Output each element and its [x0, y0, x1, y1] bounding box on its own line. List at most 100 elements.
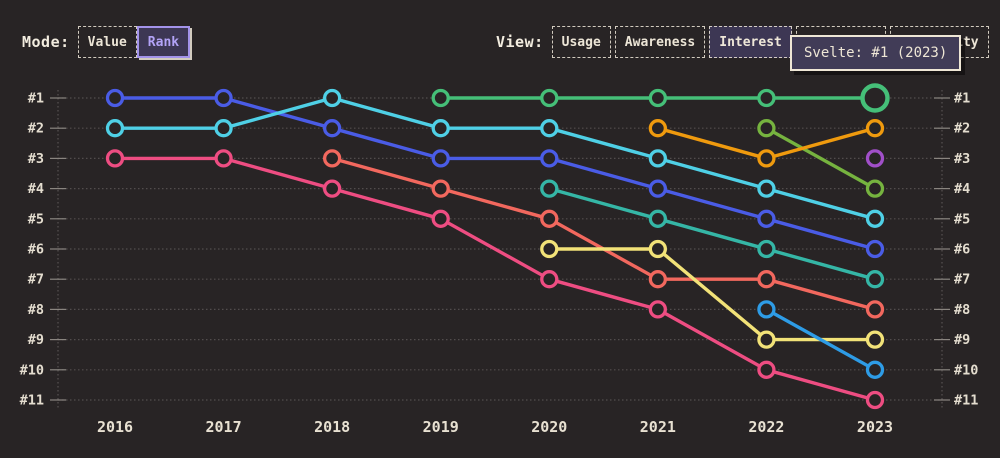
marker-jade-green-2019[interactable]: [431, 88, 450, 108]
rank-label-right: #2: [954, 121, 970, 137]
marker-magenta-pink-2022[interactable]: [757, 360, 776, 379]
view-option-awareness[interactable]: Awareness: [614, 26, 706, 58]
marker-cyan-2022[interactable]: [757, 179, 776, 198]
marker-jade-green-2020[interactable]: [540, 88, 559, 108]
marker-orange-2022[interactable]: [757, 149, 776, 168]
marker-magenta-pink-2018[interactable]: [322, 179, 342, 198]
series-purple: [865, 149, 885, 168]
axes: #1 #1 #2 #2 #3 #3 #4 #4 #5 #5 #6 #6 #7 #7 #8 #8 #9 #9 #10 #…: [20, 90, 978, 436]
marker-magenta-pink-2016[interactable]: [105, 149, 125, 168]
chart-tooltip: Svelte: #1 (2023): [790, 35, 962, 71]
rank-label-right: #5: [954, 211, 970, 227]
marker-salmon-red-2021[interactable]: [648, 270, 667, 289]
marker-royal-blue-2019[interactable]: [431, 149, 450, 168]
rank-label-left: #7: [28, 272, 44, 288]
marker-teal-2022[interactable]: [757, 239, 776, 259]
marker-jade-green-2021[interactable]: [648, 88, 667, 108]
series-jade-green: [431, 83, 890, 113]
marker-jade-green-2022[interactable]: [757, 88, 776, 108]
series-line-salmon-red: [330, 156, 877, 312]
marker-pale-yellow-2021[interactable]: [648, 239, 667, 259]
marker-salmon-red-2022[interactable]: [757, 270, 776, 289]
marker-magenta-pink-2021[interactable]: [648, 300, 667, 319]
marker-salmon-red-2020[interactable]: [540, 209, 559, 228]
year-label: 2016: [97, 418, 133, 436]
view-option-interest[interactable]: Interest: [709, 26, 792, 58]
rank-label-left: #2: [28, 121, 44, 137]
rank-label-left: #11: [20, 393, 44, 409]
marker-olive-green-2022[interactable]: [757, 119, 776, 138]
rank-label-right: #11: [954, 393, 978, 409]
marker-cyan-2018[interactable]: [322, 88, 342, 108]
rank-label-right: #4: [954, 181, 970, 197]
mode-option-value[interactable]: Value: [77, 26, 137, 58]
year-label: 2020: [531, 418, 567, 436]
marker-salmon-red-2023[interactable]: [865, 300, 885, 319]
marker-cyan-2019[interactable]: [431, 119, 450, 138]
series-salmon-red: [322, 149, 885, 319]
series-teal: [540, 179, 885, 289]
marker-pale-yellow-2022[interactable]: [757, 330, 776, 349]
marker-cyan-2017[interactable]: [214, 119, 233, 138]
marker-royal-blue-2018[interactable]: [322, 119, 342, 138]
marker-magenta-pink-2023[interactable]: [865, 390, 885, 410]
marker-orange-2023[interactable]: [865, 119, 885, 138]
marker-cyan-2016[interactable]: [105, 119, 125, 138]
series-sky-blue: [757, 300, 885, 379]
marker-salmon-red-2019[interactable]: [431, 179, 450, 198]
marker-cyan-2021[interactable]: [648, 149, 667, 168]
series-orange: [648, 119, 885, 168]
year-label: 2021: [640, 418, 676, 436]
marker-jade-green-2023[interactable]: [860, 83, 890, 113]
series-olive-green: [757, 119, 885, 198]
marker-sky-blue-2022[interactable]: [757, 300, 776, 319]
marker-orange-2021[interactable]: [648, 119, 667, 138]
rank-label-left: #6: [28, 242, 44, 258]
marker-teal-2020[interactable]: [540, 179, 559, 198]
marker-pale-yellow-2023[interactable]: [865, 330, 885, 349]
series-royal-blue: [105, 88, 885, 259]
marker-olive-green-2023[interactable]: [865, 179, 885, 198]
grid-lines: [58, 97, 942, 401]
marker-royal-blue-2023[interactable]: [865, 239, 885, 259]
marker-salmon-red-2018[interactable]: [322, 149, 342, 168]
series-line-royal-blue: [113, 96, 877, 251]
mode-toggle-group: Mode: Value Rank: [22, 26, 191, 58]
marker-sky-blue-2023[interactable]: [865, 360, 885, 379]
rank-label-left: #4: [28, 181, 44, 197]
marker-purple-2023[interactable]: [865, 149, 885, 168]
rank-label-right: #6: [954, 242, 970, 258]
rank-label-left: #8: [28, 302, 44, 318]
marker-teal-2023[interactable]: [865, 270, 885, 289]
rank-label-right: #1: [954, 91, 970, 107]
marker-royal-blue-2017[interactable]: [214, 88, 233, 108]
series-line-cyan: [113, 96, 877, 221]
year-label: 2019: [423, 418, 459, 436]
mode-button-row: Value Rank: [77, 26, 191, 58]
rank-label-left: #9: [28, 332, 44, 348]
marker-royal-blue-2016[interactable]: [105, 88, 125, 108]
rank-label-right: #7: [954, 272, 970, 288]
series-pale-yellow: [540, 239, 885, 349]
series-line-magenta-pink: [113, 156, 877, 402]
marker-cyan-2020[interactable]: [540, 119, 559, 138]
marker-royal-blue-2020[interactable]: [540, 149, 559, 168]
marker-magenta-pink-2017[interactable]: [214, 149, 233, 168]
marker-cyan-2023[interactable]: [865, 209, 885, 228]
marker-royal-blue-2021[interactable]: [648, 179, 667, 198]
rank-label-right: #10: [954, 362, 978, 378]
marker-magenta-pink-2020[interactable]: [540, 270, 559, 289]
marker-pale-yellow-2020[interactable]: [540, 239, 559, 259]
marker-royal-blue-2022[interactable]: [757, 209, 776, 228]
series-line-teal: [547, 186, 877, 281]
marker-teal-2021[interactable]: [648, 209, 667, 228]
rank-label-left: #10: [20, 362, 44, 378]
tooltip-text: Svelte: #1 (2023): [804, 45, 948, 61]
marker-magenta-pink-2019[interactable]: [431, 209, 450, 228]
view-option-usage[interactable]: Usage: [551, 26, 611, 58]
mode-option-rank[interactable]: Rank: [136, 26, 191, 58]
rank-label-left: #1: [28, 91, 44, 107]
series-line-olive-green: [764, 126, 877, 191]
